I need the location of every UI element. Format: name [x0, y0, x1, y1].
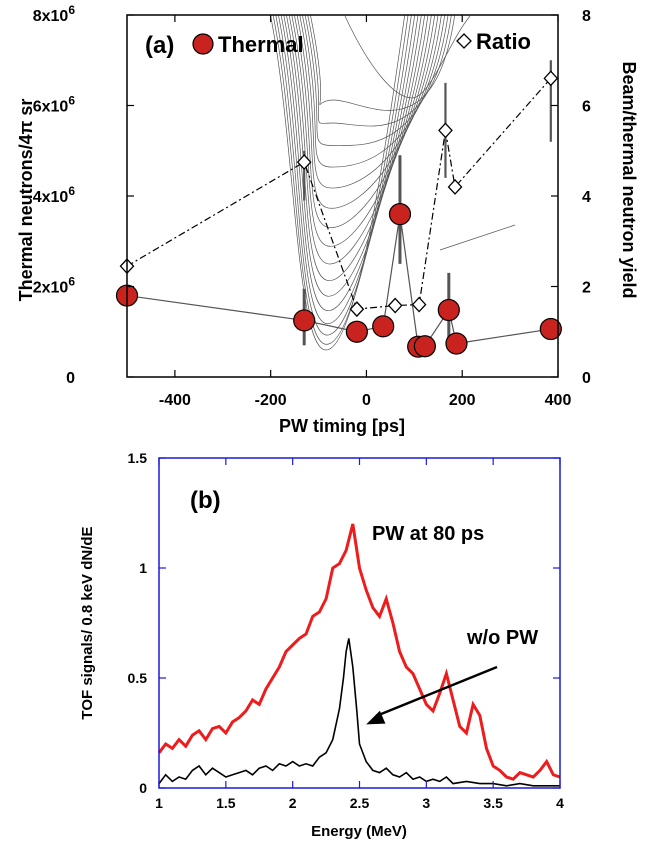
y-tick-label-left: 2x106	[33, 275, 76, 297]
data-point-thermal	[293, 309, 316, 332]
data-point-ratio	[387, 297, 403, 314]
y-tick-label-left: 0	[66, 370, 75, 387]
spectrum-line-pw-at-80ps	[157, 523, 561, 781]
contour-line	[439, 224, 516, 251]
panel-a-x-axis-title: PW timing [ps]	[279, 416, 405, 436]
x-tick-label: 1	[155, 795, 163, 811]
contour-line	[286, 15, 426, 282]
annotation-wo-pw: w/o PW	[466, 627, 538, 649]
panel-b-x-ticks: 1 1.5 2 2.5 3 3.5 4	[155, 458, 564, 811]
y-tick-label-left: 4x106	[33, 184, 76, 206]
series-line-ratio	[126, 77, 552, 310]
y-tick-label: 1.5	[128, 450, 148, 466]
data-point-thermal	[413, 335, 436, 358]
data-point-ratio	[447, 178, 463, 195]
y-tick-label-left: 6x106	[33, 94, 76, 116]
y-tick-label-right: 4	[582, 189, 591, 206]
panel-a-y-axis-title-left: Thermal neutrons/4π sr	[16, 99, 36, 302]
y-tick-label-right: 8	[582, 8, 591, 25]
panel-a-frame	[126, 14, 559, 378]
panel-b-x-axis-title: Energy (MeV)	[311, 823, 407, 840]
x-tick-label: 200	[449, 392, 476, 409]
data-point-ratio	[438, 122, 453, 139]
panel-a-y-ticks-right: 0 2 4 6 8	[551, 8, 591, 387]
contour-line	[299, 15, 442, 189]
legend-ratio-label: Ratio	[476, 29, 531, 54]
x-tick-label: 4	[556, 795, 564, 811]
spectrum-line-wo-pw	[158, 638, 560, 787]
x-tick-label: -400	[159, 392, 191, 409]
contour-line	[307, 15, 452, 127]
data-point-ratio	[349, 301, 365, 318]
data-point-ratio	[543, 70, 559, 87]
y-tick-label: 1	[139, 560, 147, 576]
panel-a: -400 -200 0 200 400 0 2x106 4x106 6x106 8x106 0 2…	[16, 3, 639, 436]
data-point-thermal	[388, 203, 412, 226]
data-point-thermal	[445, 332, 468, 355]
contour-line	[272, 15, 409, 345]
panel-b-y-axis-title: TOF signals/ 0.8 keV dN/dE	[79, 526, 96, 719]
legend-ratio-marker	[456, 33, 472, 49]
data-point-thermal	[539, 317, 562, 341]
legend-thermal-label: Thermal	[218, 32, 304, 57]
contour-line	[304, 15, 449, 146]
contour-line	[344, 15, 471, 99]
x-tick-label: 400	[545, 392, 572, 409]
panel-a-y-ticks-left: 0 2x106 4x106 6x106 8x106	[33, 3, 134, 387]
panel-a-label: (a)	[145, 32, 174, 59]
series-line-thermal	[126, 214, 551, 348]
annotation-arrow	[366, 665, 498, 725]
contour-line	[280, 15, 419, 312]
y-tick-label-right: 6	[582, 99, 591, 116]
contour-line	[278, 15, 416, 325]
panel-a-y-axis-title-right: Beam/thermal neutron yield	[619, 61, 639, 298]
panel-b-label: (b)	[190, 487, 221, 514]
contour-line	[291, 15, 432, 247]
panel-b-series	[157, 523, 561, 787]
panel-a-x-ticks: -400 -200 0 200 400	[159, 15, 572, 409]
x-tick-label: 3	[422, 795, 430, 811]
x-tick-label: 0	[362, 392, 371, 409]
contour-line	[275, 15, 412, 336]
data-point-thermal	[437, 298, 460, 322]
contour-lines	[270, 15, 516, 351]
data-point-thermal	[372, 315, 395, 338]
x-tick-label: 1.5	[216, 795, 236, 811]
legend-thermal-marker	[192, 33, 214, 55]
panel-b: 1 1.5 2 2.5 3 3.5 4 0 0.5 1 1.5 (b) PW at 80 ps w…	[79, 450, 564, 840]
arrow-shaft	[379, 665, 498, 716]
panel-a-series	[115, 60, 562, 358]
data-point-thermal	[345, 320, 368, 343]
contour-line	[283, 15, 422, 297]
x-tick-label: -200	[255, 392, 287, 409]
y-tick-label-right: 2	[582, 280, 591, 297]
contour-line	[270, 15, 406, 351]
y-tick-label: 0	[139, 780, 147, 796]
annotation-pw-at-80ps: PW at 80 ps	[372, 523, 484, 545]
arrow-head	[366, 710, 386, 725]
contour-line	[310, 15, 456, 111]
data-point-ratio	[411, 296, 427, 313]
y-tick-label-left: 8x106	[33, 3, 76, 25]
y-tick-label: 0.5	[128, 670, 148, 686]
panel-b-y-ticks: 0 0.5 1 1.5	[128, 450, 560, 796]
x-tick-label: 2.5	[350, 795, 370, 811]
x-tick-label: 2	[289, 795, 297, 811]
y-tick-label-right: 0	[582, 370, 591, 387]
x-tick-label: 3.5	[483, 795, 503, 811]
data-point-ratio	[296, 154, 312, 171]
